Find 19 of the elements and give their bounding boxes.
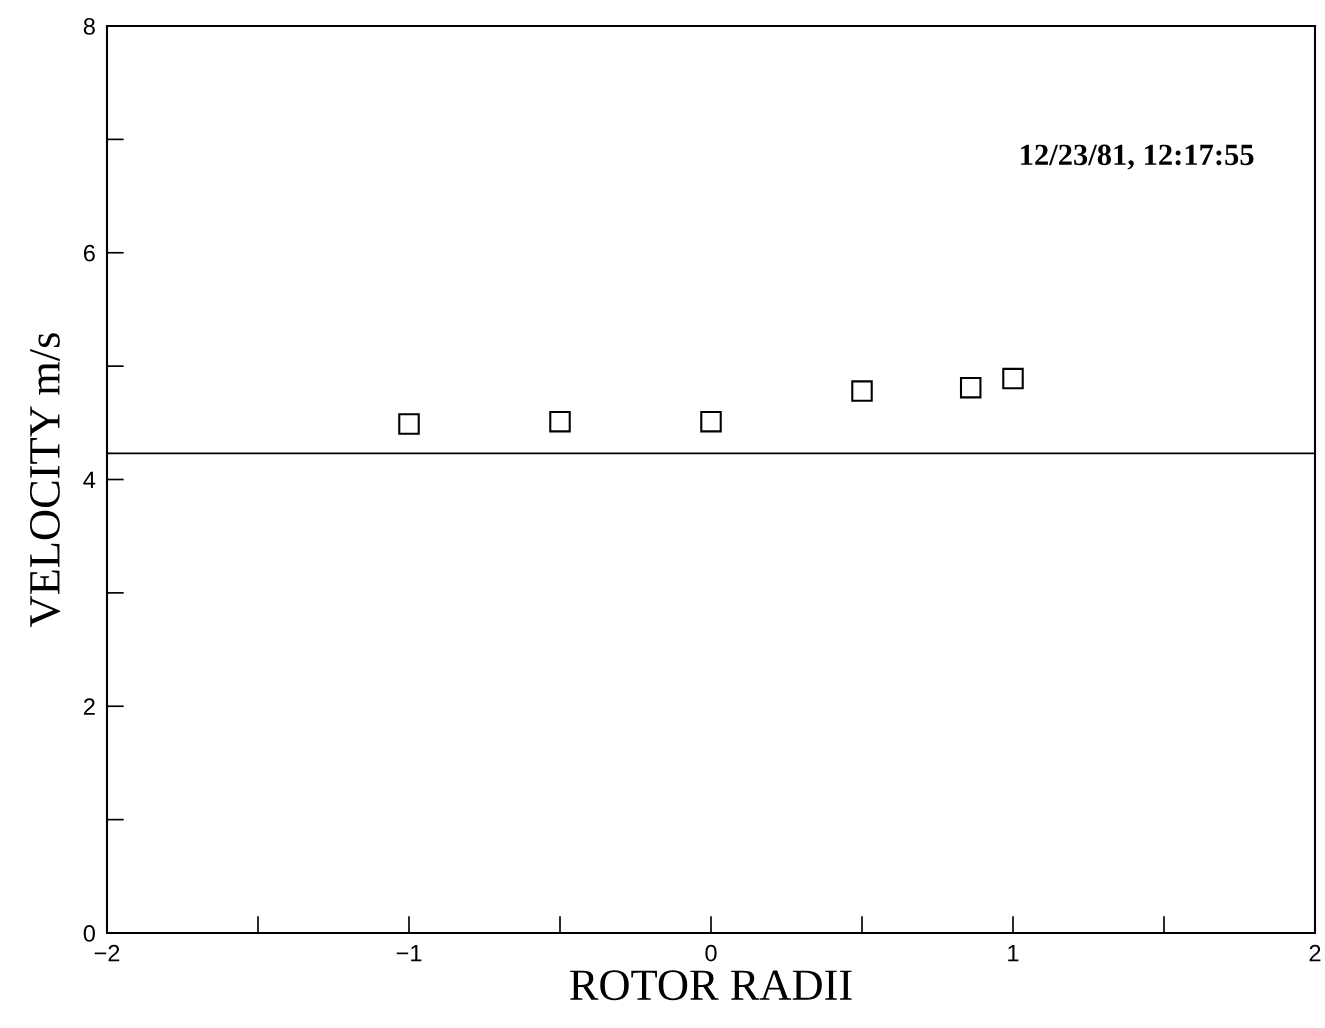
point <box>549 410 571 433</box>
x-tick-label: 1 <box>1008 944 1019 962</box>
annotation: 12/23/81, 12:17:55 <box>1021 144 1254 170</box>
point <box>700 410 722 433</box>
y-tick-label: 4 <box>83 471 96 489</box>
point <box>851 380 873 402</box>
x-tick-label: 2 <box>1309 944 1321 962</box>
y-tick-label: 0 <box>83 925 95 942</box>
point <box>398 413 420 435</box>
y-tick-label: 2 <box>83 698 95 715</box>
y-axis-title: VELOCITY m/s <box>29 333 61 627</box>
x-tick-label: 0 <box>705 944 717 962</box>
point <box>959 376 982 399</box>
x-axis-title: ROTOR RADII <box>570 970 852 1001</box>
x-tick-label: −2 <box>94 944 120 962</box>
x-tick-label: −1 <box>396 944 422 962</box>
y-tick-label: 6 <box>83 244 95 262</box>
y-tick-label: 8 <box>83 18 95 35</box>
point <box>1002 367 1024 390</box>
